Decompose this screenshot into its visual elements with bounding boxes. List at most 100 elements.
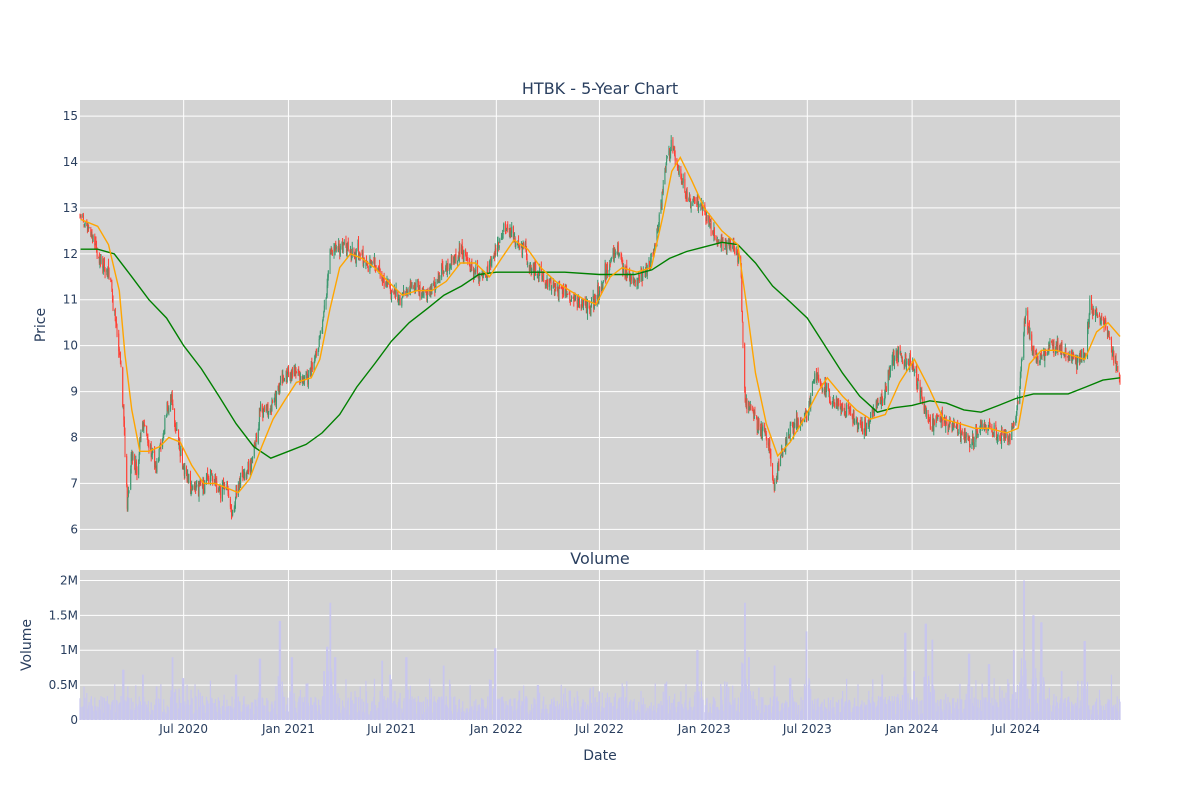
candle-up xyxy=(371,262,373,264)
volume-bar xyxy=(519,690,521,720)
volume-bar xyxy=(188,705,190,720)
candle-down xyxy=(613,248,615,261)
volume-bar xyxy=(738,711,740,720)
volume-bar xyxy=(206,700,209,720)
candle-up xyxy=(463,250,465,261)
candle-down xyxy=(248,463,250,473)
candle-up xyxy=(297,371,299,373)
date-tick-label: Jul 2021 xyxy=(366,722,416,736)
candle-down xyxy=(383,277,385,280)
candle-down xyxy=(621,259,623,265)
volume-bar xyxy=(752,691,754,720)
volume-bar xyxy=(577,700,579,720)
candle-up xyxy=(1055,344,1057,351)
volume-bar xyxy=(467,711,469,720)
volume-bar xyxy=(319,714,321,720)
candle-down xyxy=(589,307,591,311)
candle-up xyxy=(700,201,702,206)
candle-up xyxy=(762,425,764,430)
volume-bar xyxy=(1041,622,1043,720)
candle-up xyxy=(1084,355,1086,357)
candle-up xyxy=(965,432,967,438)
candle-down xyxy=(773,482,775,491)
volume-bar xyxy=(357,697,360,720)
candle-up xyxy=(692,203,694,206)
volume-bar xyxy=(689,697,691,720)
candle-down xyxy=(576,294,578,304)
candle-up xyxy=(257,429,259,444)
candle-up xyxy=(992,432,994,434)
candle-up xyxy=(558,281,560,300)
candle-up xyxy=(1020,369,1022,378)
candle-up xyxy=(373,257,375,266)
candle-up xyxy=(522,242,524,245)
volume-bar xyxy=(539,692,541,720)
volume-bar xyxy=(487,696,489,720)
volume-bar xyxy=(499,698,501,720)
candle-down xyxy=(207,474,209,477)
candle-up xyxy=(237,485,239,495)
candle-up xyxy=(661,191,663,207)
volume-bar xyxy=(208,703,210,720)
candle-up xyxy=(520,245,522,248)
price-chart-title: HTBK - 5-Year Chart xyxy=(522,79,678,98)
candle-down xyxy=(266,405,268,410)
volume-bar xyxy=(433,696,435,720)
candle-down xyxy=(179,450,181,457)
candle-up xyxy=(896,351,898,357)
candle-down xyxy=(545,282,547,285)
volume-bar xyxy=(905,685,908,720)
date-tick-label: Jul 2023 xyxy=(782,722,832,736)
volume-bar xyxy=(685,684,687,720)
volume-bar xyxy=(742,663,744,720)
candle-up xyxy=(1023,321,1025,333)
candle-down xyxy=(1108,332,1110,337)
candle-down xyxy=(953,421,955,427)
volume-bar xyxy=(1079,700,1081,720)
candle-down xyxy=(118,333,120,352)
candle-down xyxy=(1033,349,1035,354)
volume-bar xyxy=(795,702,798,720)
candle-up xyxy=(450,256,452,266)
candle-up xyxy=(378,267,380,271)
candle-up xyxy=(1104,320,1106,326)
candle-down xyxy=(560,286,562,289)
candle-down xyxy=(143,423,145,427)
candle-up xyxy=(728,238,730,243)
volume-bar xyxy=(584,702,586,720)
volume-bar xyxy=(726,682,728,720)
volume-bar xyxy=(897,698,900,720)
candle-down xyxy=(385,281,387,286)
candle-up xyxy=(1015,417,1017,424)
candle-down xyxy=(426,290,428,301)
candle-up xyxy=(84,223,86,226)
volume-bar xyxy=(598,691,601,720)
volume-bar xyxy=(630,710,632,720)
candle-down xyxy=(155,466,157,473)
volume-bar xyxy=(79,698,81,720)
candle-up xyxy=(781,445,783,453)
volume-bar xyxy=(459,708,461,720)
volume-bar xyxy=(1017,707,1019,720)
volume-bar xyxy=(453,697,455,720)
candle-up xyxy=(334,244,336,252)
candle-down xyxy=(418,290,420,293)
candle-down xyxy=(706,215,708,222)
candle-up xyxy=(749,404,751,410)
candle-up xyxy=(406,292,408,294)
candle-down xyxy=(821,386,823,391)
candle-down xyxy=(830,401,832,405)
candle-down xyxy=(696,201,698,205)
candle-down xyxy=(1028,327,1030,340)
volume-bar xyxy=(1027,705,1029,720)
volume-bar xyxy=(1089,709,1091,720)
candle-down xyxy=(399,297,401,306)
volume-bar xyxy=(762,697,764,720)
candle-up xyxy=(869,419,871,423)
candle-down xyxy=(736,251,738,253)
candle-down xyxy=(510,228,512,234)
candle-up xyxy=(395,289,397,294)
candle-up xyxy=(127,497,129,510)
candle-up xyxy=(1116,364,1118,369)
volume-bar xyxy=(1110,674,1113,720)
